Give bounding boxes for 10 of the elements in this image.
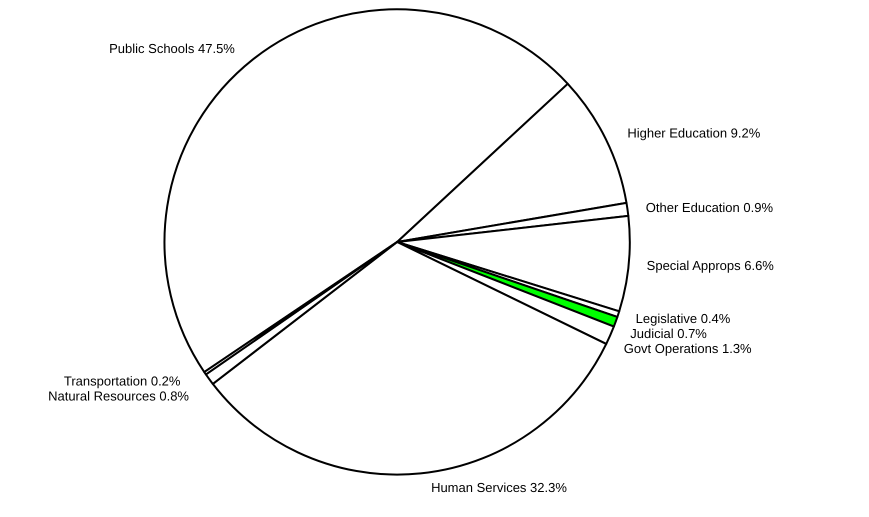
slice-label: Judicial 0.7% (630, 326, 708, 341)
slice-label: Natural Resources 0.8% (48, 388, 190, 404)
slice-label: Higher Education 9.2% (627, 125, 761, 140)
slice-label: Legislative 0.4% (636, 310, 731, 326)
slice-label: Special Approps 6.6% (646, 258, 774, 273)
slice-label: Govt Operations 1.3% (624, 340, 752, 356)
slice-label: Public Schools 47.5% (109, 41, 236, 56)
slice-label: Other Education 0.9% (646, 200, 774, 215)
slice-label: Transportation 0.2% (64, 374, 181, 389)
slice-label: Human Services 32.3% (431, 480, 568, 495)
